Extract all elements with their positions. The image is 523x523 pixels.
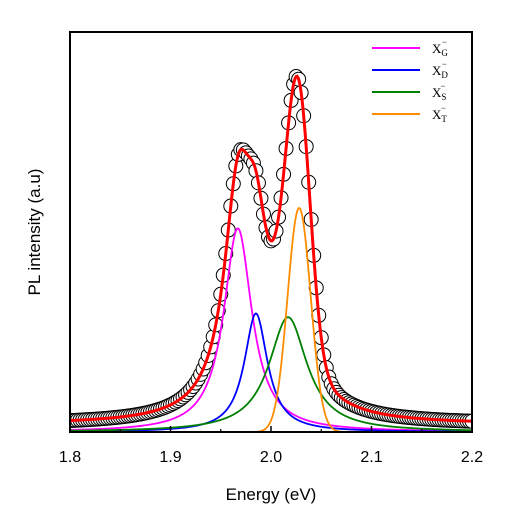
legend-label: XG− <box>432 37 448 58</box>
x-tick-label: 1.9 <box>159 449 181 466</box>
legend: XG−XD−XS−XT− <box>372 37 448 124</box>
component-curves <box>70 206 472 432</box>
x-tick-label: 2.1 <box>360 449 382 466</box>
x-axis-ticks: 1.8 1.9 2.0 2.1 2.2 <box>59 426 483 466</box>
component-curve-t <box>70 206 472 432</box>
component-curve-s <box>70 316 472 432</box>
cumulative-fit-line <box>70 74 472 423</box>
legend-label: XT− <box>432 103 447 124</box>
x-tick-label: 2.0 <box>260 449 282 466</box>
component-curve-d <box>70 312 472 432</box>
x-tick-label: 2.2 <box>461 449 483 466</box>
y-axis-title: PL intensity (a.u) <box>25 169 44 296</box>
x-axis-title: Energy (eV) <box>226 485 317 504</box>
plot-area <box>70 69 472 432</box>
fit-layer <box>70 74 472 423</box>
legend-label: XD− <box>432 59 448 80</box>
legend-label: XS− <box>432 81 446 102</box>
x-tick-label: 1.8 <box>59 449 81 466</box>
component-curve-g <box>70 227 472 432</box>
